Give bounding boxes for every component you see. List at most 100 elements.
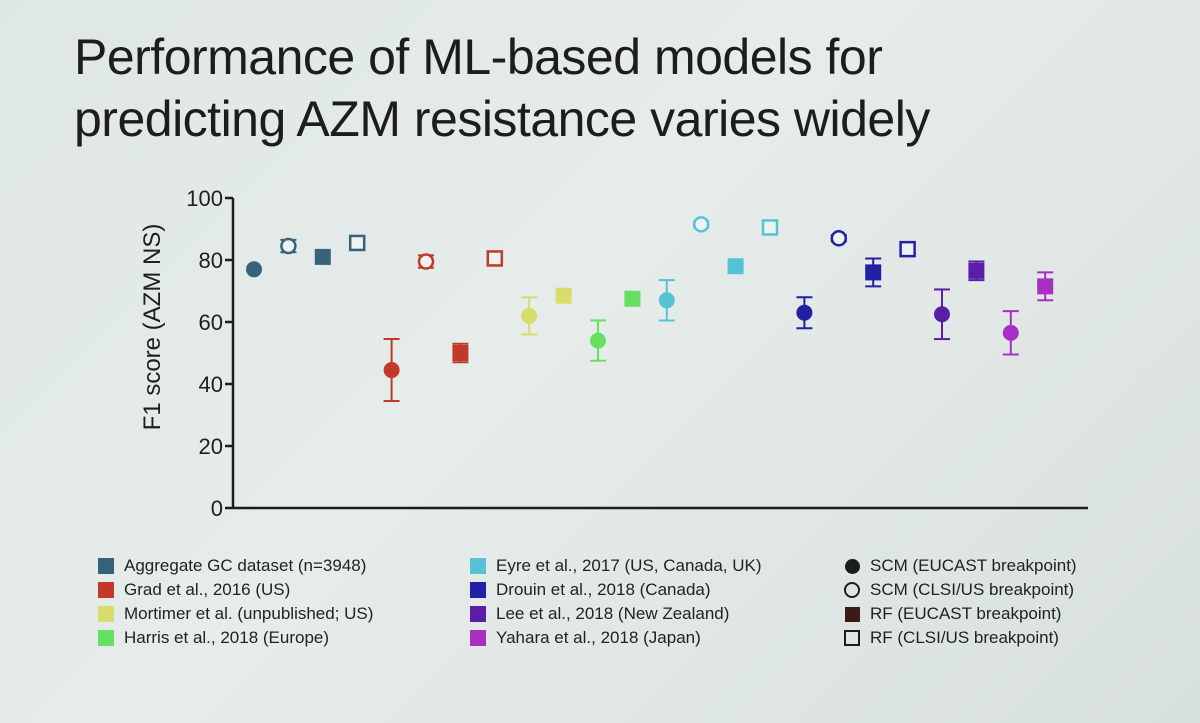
y-tick-label-20: 20	[199, 434, 223, 459]
legend-label: RF (EUCAST breakpoint)	[870, 604, 1062, 623]
legend-item-eyre: Eyre et al., 2017 (US, Canada, UK)	[470, 554, 762, 578]
legend-item-yahara: Yahara et al., 2018 (Japan)	[470, 626, 762, 650]
marker-open-square	[761, 219, 779, 236]
legend-item-drouin: Drouin et al., 2018 (Canada)	[470, 578, 762, 602]
legend-symbol-filled-circle	[844, 558, 860, 574]
legend-label: RF (CLSI/US breakpoint)	[870, 628, 1059, 647]
y-tick-label-100: 100	[186, 186, 223, 211]
legend-label: Drouin et al., 2018 (Canada)	[496, 580, 711, 599]
data-point-1	[246, 261, 262, 278]
legend-item-method-2: SCM (CLSI/US breakpoint)	[844, 578, 1077, 602]
legend-symbol-open-circle	[844, 582, 860, 598]
data-point-23	[1002, 310, 1019, 356]
data-point-2	[280, 237, 297, 255]
marker-open-circle	[280, 237, 297, 255]
marker-filled-circle	[796, 304, 813, 321]
data-point-9	[521, 296, 538, 336]
data-point-17	[796, 296, 813, 330]
marker-filled-square	[1037, 278, 1054, 295]
slide-title-line-2: predicting AZM resistance varies widely	[74, 91, 930, 147]
marker-filled-square	[727, 258, 744, 275]
marker-open-square	[348, 234, 366, 252]
data-point-13	[658, 279, 675, 322]
chart-axes: 0 20 40 60 80 100	[186, 186, 1088, 521]
data-point-24	[1037, 271, 1054, 302]
y-tick-label-60: 60	[199, 310, 223, 335]
legend-swatch-aggregate	[98, 558, 114, 574]
data-point-19	[865, 257, 882, 288]
marker-filled-circle	[521, 307, 538, 324]
chart-points	[246, 216, 1054, 403]
data-point-4	[348, 234, 366, 252]
legend-item-method-4: RF (CLSI/US breakpoint)	[844, 626, 1077, 650]
marker-filled-circle	[246, 261, 262, 278]
marker-filled-circle	[383, 362, 400, 379]
legend-label: SCM (EUCAST breakpoint)	[870, 556, 1077, 575]
legend-swatch-yahara	[470, 630, 486, 646]
slide-title: Performance of ML-based models for predi…	[74, 26, 930, 150]
marker-filled-square	[968, 262, 985, 279]
data-point-22	[968, 260, 985, 282]
data-point-18	[830, 230, 848, 247]
marker-filled-square	[865, 264, 882, 281]
legend-item-lee: Lee et al., 2018 (New Zealand)	[470, 602, 762, 626]
data-point-3	[314, 248, 331, 265]
data-point-21	[934, 288, 950, 341]
marker-open-square	[486, 250, 504, 267]
legend-swatch-lee	[470, 606, 486, 622]
slide-title-line-1: Performance of ML-based models for	[74, 29, 883, 85]
data-point-11	[590, 319, 606, 362]
legend-item-method-1: SCM (EUCAST breakpoint)	[844, 554, 1077, 578]
legend-swatch-harris	[98, 630, 114, 646]
legend-label: Grad et al., 2016 (US)	[124, 580, 291, 599]
data-point-7	[452, 342, 469, 364]
legend-label: Lee et al., 2018 (New Zealand)	[496, 604, 730, 623]
legend-label: Eyre et al., 2017 (US, Canada, UK)	[496, 556, 762, 575]
marker-filled-circle	[1002, 324, 1019, 341]
marker-filled-circle	[934, 306, 950, 323]
legend-label: Yahara et al., 2018 (Japan)	[496, 628, 701, 647]
legend-item-harris: Harris et al., 2018 (Europe)	[98, 626, 373, 650]
marker-open-circle	[830, 230, 848, 247]
data-point-14	[692, 216, 710, 233]
legend-datasets-col-2: Eyre et al., 2017 (US, Canada, UK) Drouin…	[470, 554, 762, 650]
legend-label: Harris et al., 2018 (Europe)	[124, 628, 330, 647]
legend-symbol-filled-square	[844, 606, 860, 622]
marker-filled-circle	[658, 292, 675, 309]
data-point-5	[383, 338, 400, 403]
legend-swatch-eyre	[470, 558, 486, 574]
legend-swatch-grad	[98, 582, 114, 598]
legend-swatch-mortimer	[98, 606, 114, 622]
marker-open-square	[899, 240, 916, 258]
data-point-8	[486, 250, 504, 267]
marker-filled-square	[314, 248, 331, 265]
data-point-10	[555, 287, 572, 304]
data-point-16	[761, 219, 779, 236]
y-tick-label-80: 80	[199, 248, 223, 273]
legend-datasets-col-1: Aggregate GC dataset (n=3948) Grad et al.…	[98, 554, 373, 650]
marker-filled-square	[555, 287, 572, 304]
data-point-12	[624, 290, 641, 307]
marker-filled-square	[624, 290, 641, 307]
y-tick-label-0: 0	[211, 496, 223, 521]
marker-filled-circle	[590, 332, 606, 349]
legend-methods: SCM (EUCAST breakpoint) SCM (CLSI/US brea…	[844, 554, 1077, 650]
data-point-20	[899, 240, 916, 258]
marker-open-circle	[692, 216, 710, 233]
y-tick-label-40: 40	[199, 372, 223, 397]
legend-item-mortimer: Mortimer et al. (unpublished; US)	[98, 602, 373, 626]
data-point-6	[417, 253, 435, 270]
legend-swatch-drouin	[470, 582, 486, 598]
legend-symbol-open-square	[844, 630, 860, 646]
marker-open-circle	[417, 253, 435, 270]
y-axis-label: F1 score (AZM NS)	[139, 224, 166, 431]
legend-item-grad: Grad et al., 2016 (US)	[98, 578, 373, 602]
marker-filled-square	[452, 345, 469, 361]
data-point-15	[727, 258, 744, 275]
legend-label: Aggregate GC dataset (n=3948)	[124, 556, 367, 575]
legend-item-method-3: RF (EUCAST breakpoint)	[844, 602, 1077, 626]
legend-item-aggregate: Aggregate GC dataset (n=3948)	[98, 554, 373, 578]
legend-label: Mortimer et al. (unpublished; US)	[124, 604, 374, 623]
legend-label: SCM (CLSI/US breakpoint)	[870, 580, 1075, 599]
